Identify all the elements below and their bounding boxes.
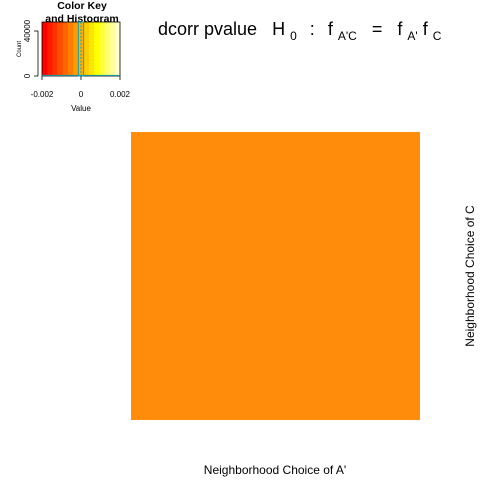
color-key-block: [52, 22, 58, 76]
color-key-gradient: [42, 22, 121, 76]
color-key-block: [114, 22, 121, 76]
title-lhs-sub: A'C: [338, 29, 357, 43]
title-rhs-sub2: C: [433, 29, 442, 43]
heatmap-grid: [131, 132, 420, 420]
title-rhs-f1: f: [397, 19, 403, 39]
title-rhs-sub1: A': [407, 29, 417, 43]
title-lhs-f: f: [328, 19, 334, 39]
color-key-block: [57, 22, 64, 76]
color-key-y-label: Count: [17, 41, 23, 57]
color-key-x-tick-label: 0: [79, 90, 84, 99]
color-key-y-tick-label: 0: [23, 73, 32, 78]
title-hypothesis-sub: 0: [290, 29, 297, 43]
color-key-x-tick-label: -0.002: [31, 90, 54, 99]
color-key-block: [78, 22, 84, 76]
color-key-block: [88, 22, 95, 76]
color-key-block: [104, 22, 110, 76]
color-key-title-line1: Color Key: [57, 0, 107, 12]
title-colon: :: [310, 19, 315, 39]
color-key-block: [73, 22, 79, 76]
x-axis-label: Neighborhood Choice of A': [204, 463, 346, 477]
color-key-block: [83, 22, 90, 76]
color-key-x-label: Value: [71, 104, 91, 113]
y-axis-label: Neighborhood Choice of C: [463, 205, 477, 347]
color-key-block: [47, 22, 53, 76]
color-key-x-axis: -0.002 0 0.002: [31, 76, 131, 99]
color-key-block: [99, 22, 105, 76]
title-equals: =: [372, 19, 383, 39]
color-key-block: [109, 22, 116, 76]
title-rhs-f2: f: [423, 19, 429, 39]
title-main: dcorr pvalue: [158, 19, 257, 39]
heatmap-cell: [131, 132, 420, 420]
color-key-block: [42, 22, 48, 76]
color-key-block: [68, 22, 74, 76]
color-key-y-axis: 0 40000: [23, 19, 39, 78]
title-hypothesis-h: H: [272, 19, 285, 39]
color-key-y-tick-label: 40000: [23, 19, 32, 42]
chart-title: dcorr pvalue H 0 : f A'C = f A' f C: [158, 19, 442, 44]
color-key-block: [94, 22, 100, 76]
color-key-block: [62, 22, 69, 76]
color-key-x-tick-label: 0.002: [110, 90, 131, 99]
